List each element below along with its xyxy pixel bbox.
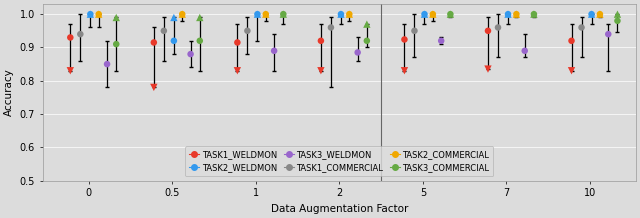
Point <box>243 29 253 32</box>
Point <box>177 12 188 16</box>
Point <box>428 12 438 16</box>
Point <box>419 12 429 16</box>
Point <box>232 69 243 73</box>
Point <box>511 12 522 16</box>
Point <box>445 12 456 16</box>
Point <box>269 49 279 53</box>
Point <box>85 12 95 16</box>
Point <box>428 12 438 16</box>
Point <box>595 12 605 16</box>
Point <box>353 51 363 54</box>
Point <box>577 26 587 29</box>
Point <box>399 69 410 73</box>
Point <box>399 38 410 41</box>
Point <box>260 12 271 16</box>
Point <box>362 22 372 26</box>
Point <box>603 32 613 36</box>
Y-axis label: Accuracy: Accuracy <box>4 68 14 116</box>
Point <box>529 12 539 16</box>
Point <box>85 12 95 16</box>
Point <box>186 52 196 56</box>
Point <box>586 12 596 16</box>
Point <box>483 67 493 71</box>
Point <box>93 12 104 16</box>
Point <box>65 36 76 39</box>
Point <box>177 12 188 16</box>
Point <box>595 12 605 16</box>
Point <box>612 12 623 16</box>
Point <box>326 26 336 29</box>
Point <box>102 62 112 66</box>
Point <box>445 12 456 16</box>
Point <box>159 29 169 32</box>
Point <box>316 39 326 43</box>
Point <box>278 12 289 16</box>
Point <box>111 16 122 19</box>
Legend: TASK1_WELDMON, TASK2_WELDMON, TASK3_WELDMON, TASK1_COMMERCIAL, TASK2_COMMERCIAL,: TASK1_WELDMON, TASK2_WELDMON, TASK3_WELD… <box>185 146 493 177</box>
Point <box>195 16 205 19</box>
Point <box>76 32 86 36</box>
Point <box>65 69 76 73</box>
Point <box>111 42 122 46</box>
Point <box>511 12 522 16</box>
Point <box>148 86 159 89</box>
Point <box>169 16 179 19</box>
Point <box>252 12 262 16</box>
Point <box>529 12 539 16</box>
Point <box>520 49 530 53</box>
Point <box>93 12 104 16</box>
Point <box>586 12 596 16</box>
Point <box>278 12 289 16</box>
Point <box>362 39 372 43</box>
X-axis label: Data Augmentation Factor: Data Augmentation Factor <box>271 204 408 214</box>
Point <box>483 29 493 32</box>
Point <box>493 26 503 29</box>
Point <box>410 29 420 32</box>
Point <box>344 12 355 16</box>
Point <box>169 39 179 43</box>
Point <box>336 12 346 16</box>
Point <box>336 12 346 16</box>
Point <box>419 12 429 16</box>
Point <box>252 12 262 16</box>
Point <box>195 39 205 43</box>
Point <box>344 12 355 16</box>
Point <box>503 12 513 16</box>
Point <box>566 39 577 43</box>
Point <box>436 39 446 43</box>
Point <box>232 41 243 44</box>
Point <box>260 12 271 16</box>
Point <box>612 19 623 22</box>
Point <box>503 12 513 16</box>
Point <box>148 41 159 44</box>
Point <box>566 69 577 73</box>
Point <box>316 69 326 73</box>
